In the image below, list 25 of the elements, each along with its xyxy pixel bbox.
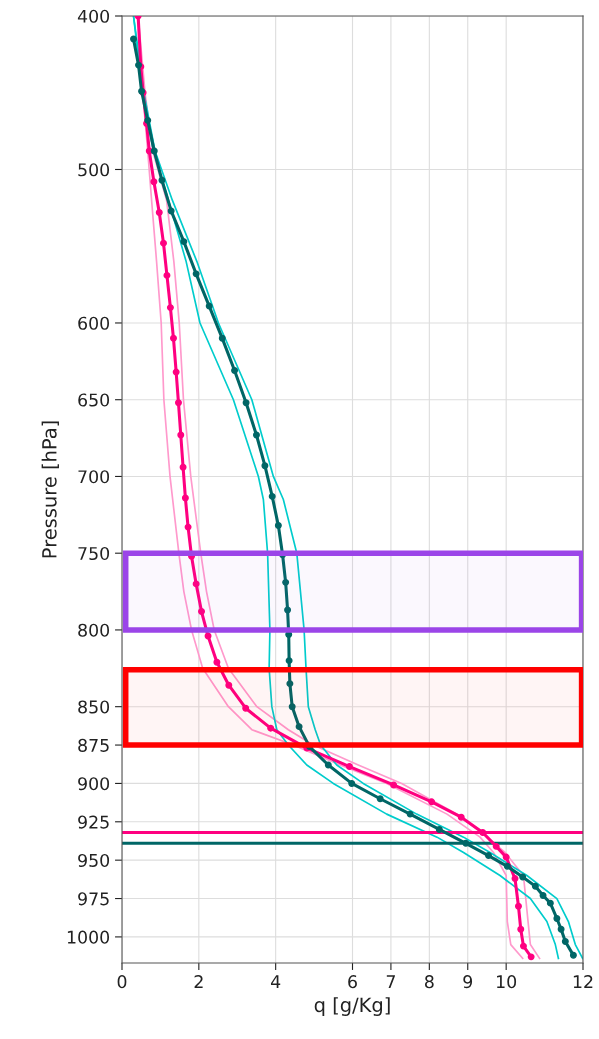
y-tick-label: 875 (78, 738, 109, 752)
y-tick-label: 400 (77, 9, 110, 23)
x-tick-label: 2 (194, 975, 203, 988)
x-tick-label: 7 (386, 975, 395, 988)
y-tick-label: 700 (78, 470, 110, 484)
y-tick-label: 600 (78, 316, 110, 330)
x-tick-label: 0 (117, 975, 127, 989)
x-tick-label: 4 (270, 975, 281, 988)
y-tick-label: 900 (78, 777, 110, 791)
y-tick-label: 750 (78, 546, 110, 561)
y-tick-label: 800 (78, 623, 110, 637)
y-tick-label: 850 (78, 700, 110, 714)
y-tick-label: 500 (78, 163, 110, 177)
x-axis-title: q [g/Kg] (314, 997, 390, 1016)
y-tick-label: 975 (78, 892, 109, 906)
y-tick-label: 950 (78, 853, 110, 868)
y-tick-label: 650 (78, 393, 110, 407)
x-tick-label: 9 (463, 975, 473, 989)
x-tick-label: 12 (573, 975, 593, 988)
y-tick-label: 1000 (67, 930, 110, 944)
x-tick-label: 8 (424, 975, 434, 989)
x-tick-label: 10 (497, 975, 517, 989)
x-tick-label: 6 (348, 975, 357, 989)
y-tick-label: 925 (78, 815, 109, 829)
y-axis-title: Pressure [hPa] (41, 421, 59, 558)
